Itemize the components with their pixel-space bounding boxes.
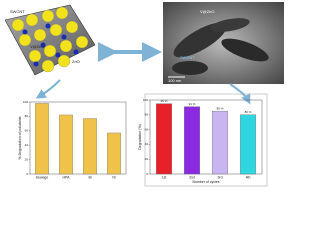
x-axis-label: Number of cycles	[192, 180, 219, 184]
tem-image: V@ZnO SWCNT 100 nm	[163, 2, 284, 84]
y-tick-label: 80	[145, 113, 149, 117]
bar	[212, 110, 228, 175]
plot-frame	[149, 99, 263, 175]
value-label: 80 %	[245, 110, 252, 114]
y-axis-label: % Degradation of pollutants	[18, 116, 22, 159]
y-axis-label: Degradation (%)	[138, 124, 142, 149]
model-label: V@ZnO	[30, 44, 45, 49]
y-tick-label: 20	[25, 157, 29, 161]
y-tick-label: 40	[145, 142, 149, 146]
y-tick-label: 100	[23, 100, 28, 104]
x-tick-label: 3rd	[217, 175, 222, 179]
bar	[240, 114, 256, 175]
x-tick-label: HPA	[63, 175, 71, 179]
curved-arrow	[35, 79, 61, 99]
y-tick-label: 0	[26, 172, 28, 176]
x-tick-label: 1st	[162, 175, 167, 179]
model-label: SWCNT	[10, 9, 25, 14]
x-tick-label: Bi	[88, 175, 91, 179]
bar	[35, 103, 49, 175]
value-label: 91 %	[189, 102, 196, 106]
y-tick-label: 40	[25, 143, 29, 147]
graphical-abstract: SWCNT V@ZnO ZnO V@ZnO SWCNT 100 nm 0 20 40…	[4, 2, 284, 187]
y-tick-label: 100	[143, 98, 148, 102]
page: SWCNT V@ZnO ZnO V@ZnO SWCNT 100 nm 0 20 40…	[4, 2, 284, 187]
x-tick-label: Ni	[112, 175, 116, 179]
y-tick-label: 0	[146, 172, 148, 176]
y-tick-label: 20	[145, 157, 149, 161]
value-label: 85 %	[217, 106, 224, 110]
bar	[59, 114, 73, 175]
bar	[83, 118, 97, 175]
model-label: ZnO	[72, 59, 80, 64]
scale-bar-label: 100 nm	[168, 78, 182, 83]
x-tick-label: 2nd	[189, 175, 195, 179]
x-tick-label: Sewage	[36, 175, 49, 179]
bar	[107, 132, 121, 175]
tem-label: V@ZnO	[200, 9, 215, 14]
chart-frame	[144, 93, 268, 187]
x-tick-label: 4th	[246, 175, 251, 179]
y-tick-label: 80	[25, 114, 29, 118]
y-tick-label: 60	[25, 129, 29, 133]
nanotube-model: SWCNT V@ZnO ZnO	[4, 4, 96, 76]
curved-arrow	[229, 83, 251, 105]
bar	[156, 103, 172, 175]
plot-frame	[29, 101, 127, 175]
bar	[184, 106, 200, 175]
tem-label: SWCNT	[180, 55, 195, 60]
value-label: 95 %	[161, 99, 168, 103]
y-tick-label: 60	[145, 127, 149, 131]
